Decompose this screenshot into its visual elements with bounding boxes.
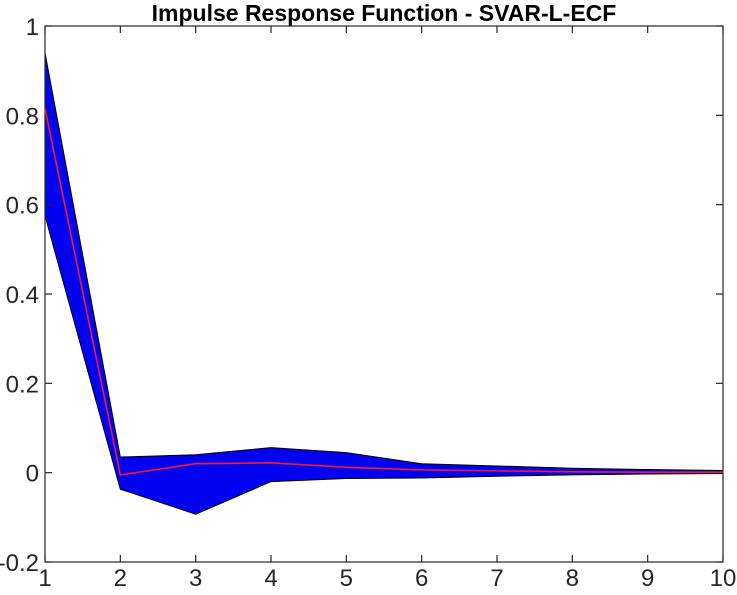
x-tick-label: 5: [340, 565, 353, 592]
y-tick-label: 0.8: [6, 103, 39, 130]
x-tick-label: 8: [566, 565, 579, 592]
y-tick-label: 0: [26, 461, 39, 488]
y-tick-label: -0.2: [0, 550, 39, 577]
x-tick-label: 3: [189, 565, 202, 592]
x-tick-label: 7: [490, 565, 503, 592]
y-tick-label: 0.4: [6, 282, 39, 309]
x-tick-label: 6: [415, 565, 428, 592]
x-tick-label: 9: [641, 565, 654, 592]
x-tick-label: 2: [114, 565, 127, 592]
chart-title: Impulse Response Function - SVAR-L-ECF: [151, 0, 617, 26]
x-tick-label: 10: [710, 565, 737, 592]
irf-line: [44, 108, 723, 476]
y-tick-label: 0.6: [6, 193, 39, 220]
y-tick-label: 0.2: [6, 371, 39, 398]
confidence-band: [44, 52, 724, 515]
x-tick-label: 4: [264, 565, 277, 592]
y-tick-label: 1: [26, 14, 39, 41]
x-tick-label: 1: [38, 565, 51, 592]
